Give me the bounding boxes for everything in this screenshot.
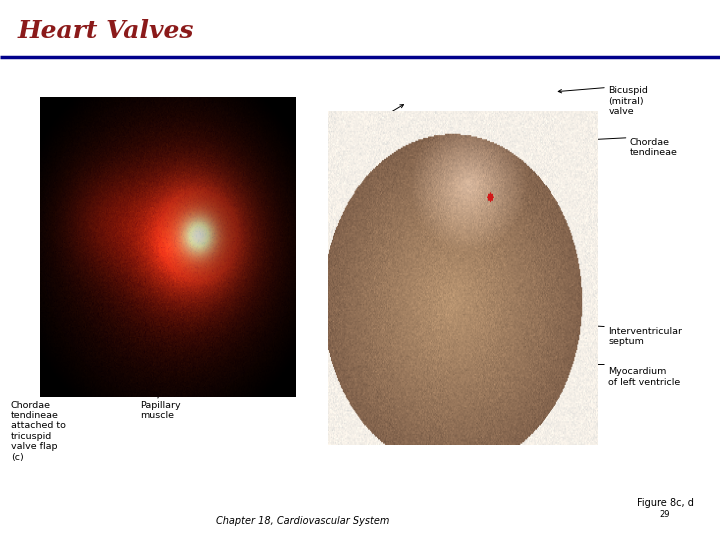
Text: Chordae
tendineae: Chordae tendineae bbox=[630, 138, 678, 157]
Text: Tricuspid valve: Tricuspid valve bbox=[333, 146, 403, 155]
Text: Opening of superior
vena cava: Opening of superior vena cava bbox=[333, 113, 427, 133]
Text: Papillary
muscle: Papillary muscle bbox=[140, 401, 181, 420]
Text: Bicuspid
(mitral)
valve: Bicuspid (mitral) valve bbox=[608, 86, 648, 116]
Text: 8c, d: 8c, d bbox=[670, 497, 693, 508]
Text: Interventricular
septum: Interventricular septum bbox=[608, 327, 683, 346]
Text: Chapter 18, Cardiovascular System: Chapter 18, Cardiovascular System bbox=[216, 516, 389, 526]
Text: Myocardium
of right
ventricle: Myocardium of right ventricle bbox=[333, 172, 398, 201]
Text: Heart Valves: Heart Valves bbox=[18, 19, 194, 43]
Text: Figure: Figure bbox=[637, 497, 667, 508]
Text: Papillary
muscles
(d): Papillary muscles (d) bbox=[333, 386, 379, 416]
Text: 29: 29 bbox=[660, 510, 670, 519]
Text: Myocardium
of left ventricle: Myocardium of left ventricle bbox=[608, 367, 680, 387]
Text: Chordae
tendineae
attached to
tricuspid
valve flap
(c): Chordae tendineae attached to tricuspid … bbox=[11, 401, 66, 462]
